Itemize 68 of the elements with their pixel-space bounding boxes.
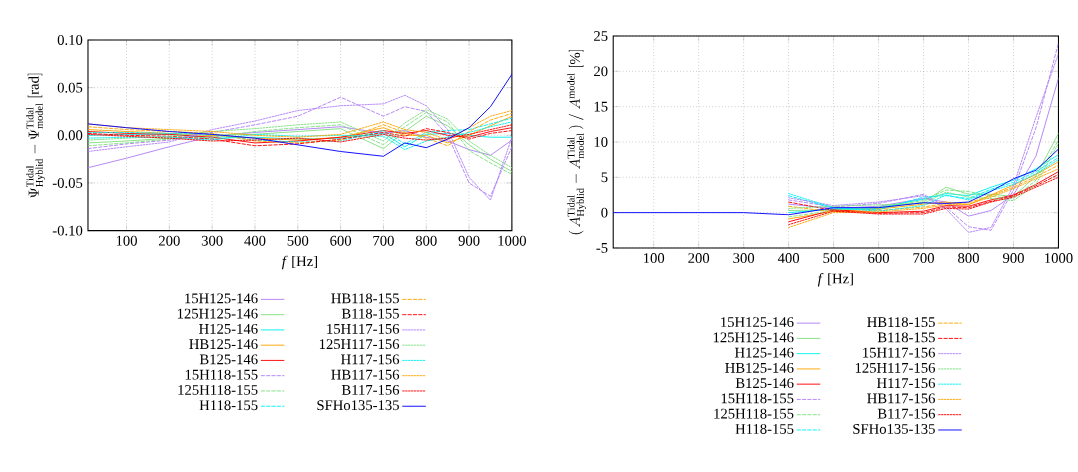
legend-label: B117-156 — [877, 408, 936, 419]
y-tick-label: 0.05 — [57, 82, 83, 93]
legend-label: 125H117-156 — [319, 339, 400, 350]
legend-label: B117-156 — [341, 385, 400, 395]
x-axis-title: f [Hz] — [817, 273, 853, 287]
x-tick-label: 900 — [1002, 253, 1024, 264]
y-tick-label: -0.10 — [52, 225, 83, 236]
legend-label: 15H125-146 — [185, 293, 258, 304]
legend-label: 125H125-146 — [177, 308, 258, 319]
y-tick-label: -0.05 — [52, 178, 83, 188]
y-tick-label: 20 — [594, 66, 608, 77]
x-tick-label: 300 — [201, 235, 223, 246]
x-tick-label: 400 — [244, 235, 266, 246]
y-tick-label: -5 — [596, 243, 608, 253]
x-tick-label: 700 — [913, 253, 934, 264]
y-tick-label: 0 — [601, 207, 608, 218]
legend-label: H118-155 — [735, 424, 794, 434]
x-tick-label: 200 — [158, 235, 180, 246]
y-tick-label: 10 — [594, 137, 608, 147]
legend-label: HB125-146 — [189, 339, 258, 350]
y-tick-label: 25 — [594, 31, 608, 41]
x-tick-label: 400 — [777, 253, 800, 264]
x-tick-label: 100 — [643, 253, 665, 264]
x-axis-title: f [Hz] — [281, 255, 317, 270]
legend-label: 15H117-156 — [327, 324, 400, 334]
legend-label: B125-146 — [735, 378, 794, 389]
legend-label: H125-146 — [199, 324, 258, 334]
y-tick-label: 5 — [601, 172, 608, 183]
legend-label: 125H118-155 — [178, 385, 258, 395]
legend-label: 15H117-156 — [863, 347, 936, 358]
legend-label: SFHo135-135 — [317, 400, 399, 411]
x-tick-label: 200 — [688, 253, 710, 264]
x-tick-label: 700 — [373, 235, 394, 246]
x-tick-label: 600 — [868, 253, 890, 264]
y-tick-label: 0.10 — [57, 35, 83, 46]
legend-label: HB117-156 — [331, 369, 400, 380]
legend-label: 125H117-156 — [855, 363, 936, 373]
legend-label: H125-146 — [734, 347, 794, 358]
x-tick-label: 1000 — [498, 235, 526, 246]
y-axis-title: $\Psi^{\mathrm{Tidal}}_{\mathrm{Hyblid}} - \Psi^{\mathrm{Tidal}}_{\mathrm{model}}\ [\mathrm{rad}]$ — [26, 73, 45, 198]
x-tick-label: 100 — [116, 235, 137, 246]
x-tick-label: 500 — [823, 253, 845, 264]
legend-label: HB125-146 — [725, 363, 794, 373]
legend-label: HB117-156 — [867, 393, 936, 404]
x-tick-label: 800 — [958, 253, 979, 264]
legend-label: H117-156 — [341, 354, 400, 365]
x-tick-label: 600 — [330, 235, 352, 246]
legend-label: SFHo135-135 — [853, 424, 935, 434]
legend-label: HB118-155 — [867, 317, 935, 328]
legend-label: 15H118-155 — [185, 369, 258, 380]
legend-label: H117-156 — [876, 378, 936, 389]
legend-label: 125H125-146 — [713, 332, 794, 343]
y-axis-title: $(\,A^{\mathrm{Tidal}}_{\mathrm{Hyblid}} - A^{\mathrm{Tidal}}_{\mathrm{model}}\,)\ /\ A^{\mathrm{model}}\ [\%]$ — [567, 50, 587, 235]
legend-label: B125-146 — [199, 354, 258, 365]
x-tick-label: 1000 — [1045, 253, 1073, 264]
legend-label: H118-155 — [199, 400, 258, 411]
legend-label: 15H125-146 — [721, 317, 794, 328]
x-tick-label: 900 — [458, 235, 480, 246]
legend-label: 125H118-155 — [714, 408, 794, 419]
legend-label: B118-155 — [341, 308, 399, 319]
x-tick-label: 800 — [415, 235, 437, 246]
legend-label: HB118-155 — [331, 293, 399, 304]
legend-label: B118-155 — [877, 332, 935, 343]
x-tick-label: 500 — [287, 235, 309, 246]
y-tick-label: 15 — [594, 101, 608, 112]
x-tick-label: 300 — [733, 253, 755, 264]
y-tick-label: 0.00 — [57, 130, 83, 141]
legend-label: 15H118-155 — [721, 393, 794, 404]
